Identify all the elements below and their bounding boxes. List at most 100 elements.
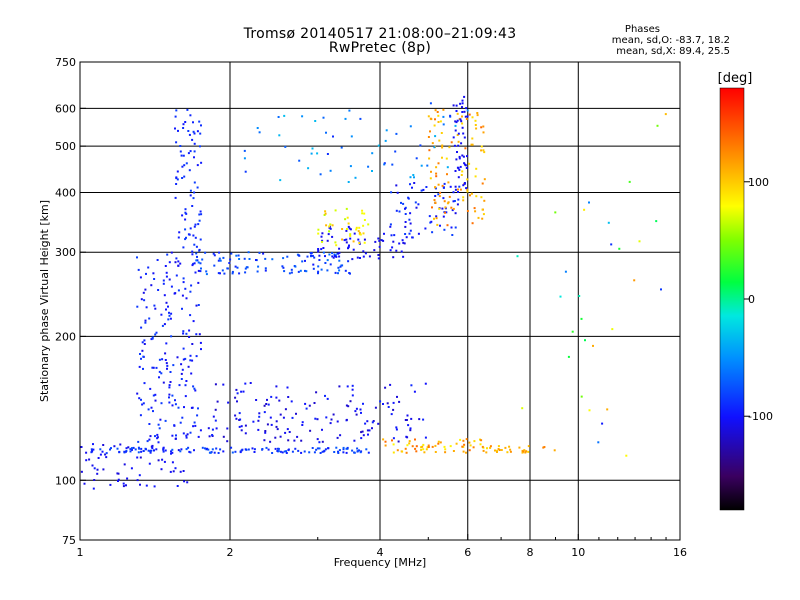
y-tick-label: 300 [55, 246, 76, 259]
data-point [393, 234, 396, 237]
data-point [578, 295, 581, 297]
data-point [213, 264, 216, 267]
data-point [185, 434, 188, 437]
data-point [433, 124, 436, 127]
data-point [194, 236, 197, 239]
data-point [347, 181, 350, 183]
data-point [234, 414, 237, 417]
data-point [349, 165, 352, 168]
data-point [257, 265, 260, 268]
data-point [387, 406, 390, 408]
data-point [446, 166, 449, 169]
data-point [481, 208, 484, 211]
data-point [386, 402, 389, 405]
data-point [359, 408, 362, 411]
data-point [240, 390, 243, 393]
data-point [468, 449, 471, 452]
data-point [443, 445, 446, 448]
data-point [170, 450, 172, 453]
data-point [508, 445, 511, 448]
data-point [212, 415, 215, 418]
data-point [371, 152, 374, 155]
data-point [471, 222, 474, 225]
data-point [145, 306, 148, 309]
data-point [404, 225, 407, 228]
data-point [360, 437, 363, 440]
data-point [165, 301, 168, 304]
data-point [167, 305, 169, 308]
data-point [263, 439, 266, 442]
data-point [355, 226, 358, 229]
data-point [158, 376, 160, 379]
data-point [175, 141, 178, 144]
data-point [249, 382, 252, 384]
data-point [361, 430, 364, 433]
data-point [351, 258, 354, 261]
data-point [99, 448, 102, 451]
data-point [286, 428, 289, 431]
data-point [655, 220, 658, 223]
data-point [247, 448, 250, 451]
data-point [151, 336, 154, 339]
data-point [163, 460, 166, 463]
data-point [160, 468, 163, 471]
data-point [148, 317, 151, 320]
data-point [291, 450, 294, 453]
data-point [308, 451, 311, 454]
data-point [164, 359, 167, 361]
data-point [341, 238, 344, 241]
data-point [297, 449, 300, 452]
data-point [218, 251, 221, 254]
data-point [138, 397, 141, 400]
data-point [518, 446, 521, 449]
data-point [425, 448, 428, 451]
data-point [359, 117, 362, 120]
data-point [184, 121, 187, 123]
data-point [371, 427, 373, 430]
data-point [105, 456, 108, 459]
data-point [195, 333, 198, 336]
data-point [482, 131, 485, 134]
data-point [324, 210, 327, 213]
data-point [162, 279, 165, 282]
data-point [361, 212, 364, 215]
data-point [92, 487, 95, 490]
data-point [408, 440, 411, 443]
data-point [463, 95, 466, 98]
data-point [450, 206, 453, 209]
data-point [448, 146, 451, 149]
data-point [156, 259, 159, 261]
data-point [390, 191, 393, 194]
data-point [320, 268, 323, 271]
data-point [418, 418, 421, 421]
data-point [209, 451, 212, 454]
data-point [180, 448, 183, 451]
data-point [148, 462, 151, 465]
data-point [154, 399, 157, 402]
data-point [204, 447, 206, 450]
data-point [433, 199, 436, 201]
data-point [455, 121, 458, 124]
data-point [263, 404, 266, 407]
data-point [177, 129, 179, 132]
data-point [192, 385, 195, 388]
data-point [169, 381, 172, 383]
data-point [244, 267, 247, 270]
data-point [434, 109, 437, 112]
data-point [243, 157, 246, 160]
data-point [453, 200, 456, 202]
data-point [437, 121, 440, 123]
data-point [195, 259, 198, 262]
data-point [270, 395, 273, 398]
data-point [275, 420, 278, 423]
data-point [480, 439, 483, 442]
phase-x-stats: mean, sd,X: 89.4, 25.5 [616, 46, 730, 57]
data-point [377, 257, 380, 260]
data-point [431, 445, 434, 448]
data-point [422, 188, 425, 191]
data-point [184, 228, 187, 231]
data-point [358, 226, 361, 229]
data-point [329, 223, 332, 226]
data-point [173, 424, 176, 427]
data-point [190, 372, 193, 375]
